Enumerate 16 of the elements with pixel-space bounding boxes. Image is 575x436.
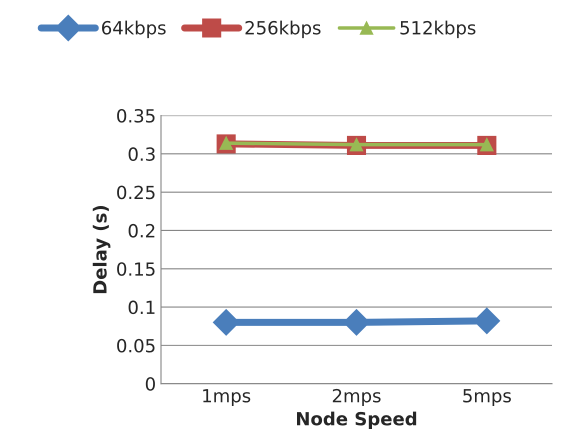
y-tick-label: 0.2 bbox=[128, 224, 154, 238]
y-tick-label: 0.35 bbox=[117, 109, 155, 123]
y-tick-label: 0.1 bbox=[128, 300, 154, 314]
x-axis-title: Node Speed bbox=[297, 412, 416, 430]
x-tick-label: 1mps bbox=[203, 389, 250, 406]
y-axis-title: Delay (s) bbox=[92, 206, 110, 294]
y-tick-label: 0.3 bbox=[128, 147, 155, 161]
legend-label: 64kbps bbox=[102, 20, 166, 38]
y-tick-label: 0 bbox=[146, 377, 155, 391]
x-tick-label: 2mps bbox=[332, 388, 381, 406]
y-tick-label: 0.15 bbox=[117, 262, 155, 276]
y-tick-label: 0.05 bbox=[117, 338, 155, 352]
legend-label: 512kbps bbox=[400, 20, 476, 38]
x-tick-label: 5mps bbox=[463, 389, 511, 406]
legend-label: 256kbps bbox=[245, 20, 321, 38]
y-tick-label: 0.25 bbox=[117, 186, 155, 200]
